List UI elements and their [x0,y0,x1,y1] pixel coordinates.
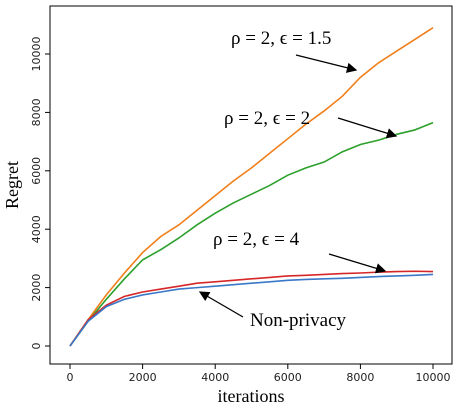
x-tick-label: 0 [67,371,74,384]
arrow [337,117,398,139]
y-tick-label: 2000 [30,274,43,302]
x-axis-label: iterations [218,386,285,406]
series-line [69,27,434,347]
y-tick-label: 4000 [30,215,43,243]
x-tick-label: 4000 [201,371,229,384]
x-tick-label: 8000 [346,371,374,384]
y-axis-label: Regret [2,161,22,209]
x-tick-label: 6000 [274,371,302,384]
x-tick-label: 2000 [129,371,157,384]
series-line [69,270,434,347]
y-tick-label: 0 [30,343,43,350]
series-line [69,273,434,347]
y-tick-label: 8000 [30,98,43,126]
arrow [295,54,358,73]
x-tick-label: 10000 [416,371,451,384]
annotation: ρ = 2, ϵ = 2 [224,108,310,129]
arrow [328,253,387,274]
annotation: ρ = 2, ϵ = 1.5 [231,28,331,49]
series-line [69,121,434,347]
y-tick-label: 6000 [30,157,43,185]
annotation: ρ = 2, ϵ = 4 [213,229,300,250]
arrow [198,291,244,318]
annotation: Non-privacy [250,310,347,331]
y-tick-label: 10000 [30,37,43,72]
plot-frame [49,5,453,365]
